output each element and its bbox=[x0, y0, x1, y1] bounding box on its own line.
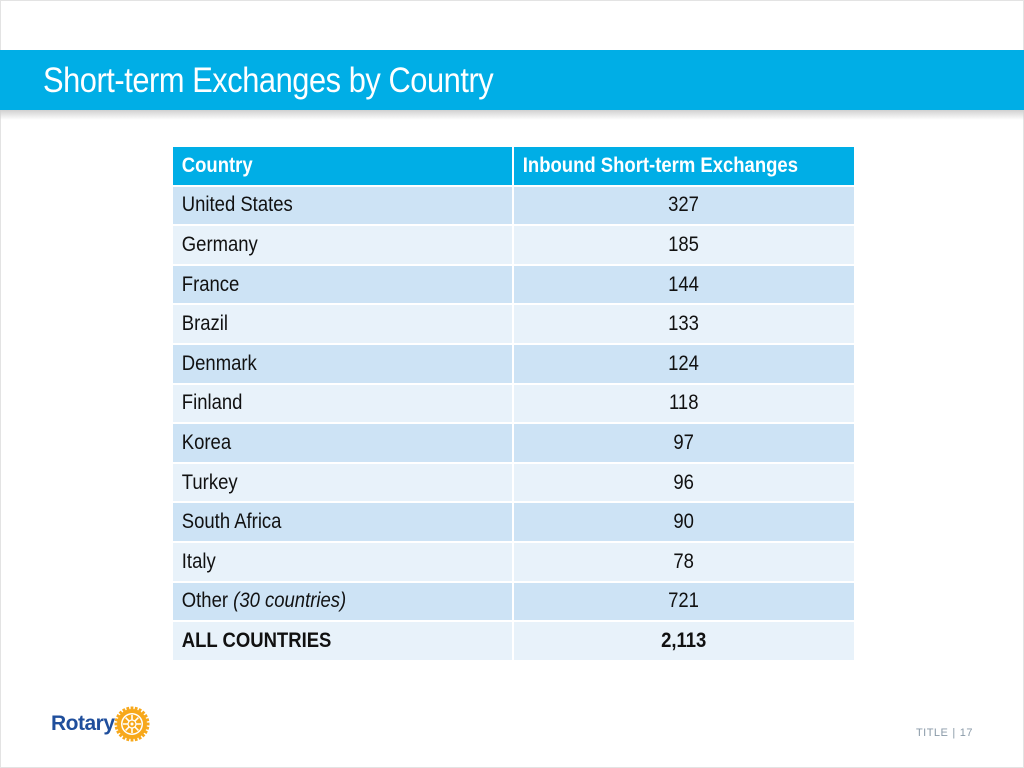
title-shadow bbox=[0, 110, 1024, 120]
country-cell: Brazil bbox=[171, 303, 514, 345]
table-row: Korea 97 bbox=[171, 422, 856, 464]
table-row: Brazil 133 bbox=[171, 303, 856, 345]
exchanges-table: Country Inbound Short-term Exchanges Uni… bbox=[171, 145, 856, 662]
footer-separator: | bbox=[952, 727, 956, 739]
total-label-cell: ALL COUNTRIES bbox=[171, 620, 514, 662]
country-cell: Denmark bbox=[171, 342, 514, 385]
value-cell: 327 bbox=[512, 184, 856, 227]
table-row: Denmark 124 bbox=[171, 342, 856, 385]
table-row: Other (30 countries) 721 bbox=[171, 580, 856, 623]
value-cell: 133 bbox=[512, 303, 856, 345]
value-cell: 721 bbox=[512, 580, 856, 623]
country-cell: France bbox=[171, 263, 514, 306]
value-cell: 124 bbox=[512, 342, 856, 385]
page-number: 17 bbox=[959, 727, 973, 739]
country-cell: Finland bbox=[171, 382, 514, 425]
rotary-logo: Rotary bbox=[51, 703, 161, 745]
table-row: France 144 bbox=[171, 263, 856, 306]
country-cell: Other (30 countries) bbox=[171, 580, 514, 623]
table-row: South Africa 90 bbox=[171, 501, 856, 543]
slide-title: Short-term Exchanges by Country bbox=[43, 61, 494, 100]
rotary-wheel-icon bbox=[114, 706, 150, 742]
country-cell: Italy bbox=[171, 540, 514, 583]
table-header-row: Country Inbound Short-term Exchanges bbox=[171, 145, 856, 187]
table-row: Italy 78 bbox=[171, 540, 856, 583]
country-cell: United States bbox=[171, 184, 514, 227]
title-bar bbox=[0, 50, 1024, 110]
country-cell: Germany bbox=[171, 224, 514, 266]
value-cell: 144 bbox=[512, 263, 856, 306]
country-cell: South Africa bbox=[171, 501, 514, 543]
total-value-cell: 2,113 bbox=[512, 620, 856, 662]
country-name: Other bbox=[181, 589, 229, 613]
value-cell: 90 bbox=[512, 501, 856, 543]
table-row: Turkey 96 bbox=[171, 461, 856, 504]
logo-text: Rotary bbox=[51, 712, 115, 735]
value-cell: 185 bbox=[512, 224, 856, 266]
footer: TITLE | 17 bbox=[916, 727, 973, 739]
header-country: Country bbox=[171, 145, 514, 187]
value-cell: 97 bbox=[512, 422, 856, 464]
country-cell: Turkey bbox=[171, 461, 514, 504]
value-cell: 78 bbox=[512, 540, 856, 583]
table-row: United States 327 bbox=[171, 184, 856, 227]
table-row: Germany 185 bbox=[171, 224, 856, 266]
value-cell: 96 bbox=[512, 461, 856, 504]
table-row: Finland 118 bbox=[171, 382, 856, 425]
table-total-row: ALL COUNTRIES 2,113 bbox=[171, 620, 856, 662]
value-cell: 118 bbox=[512, 382, 856, 425]
footer-label: TITLE bbox=[915, 727, 949, 739]
header-exchanges: Inbound Short-term Exchanges bbox=[512, 145, 856, 187]
country-note: (30 countries) bbox=[233, 589, 347, 613]
country-cell: Korea bbox=[171, 422, 514, 464]
